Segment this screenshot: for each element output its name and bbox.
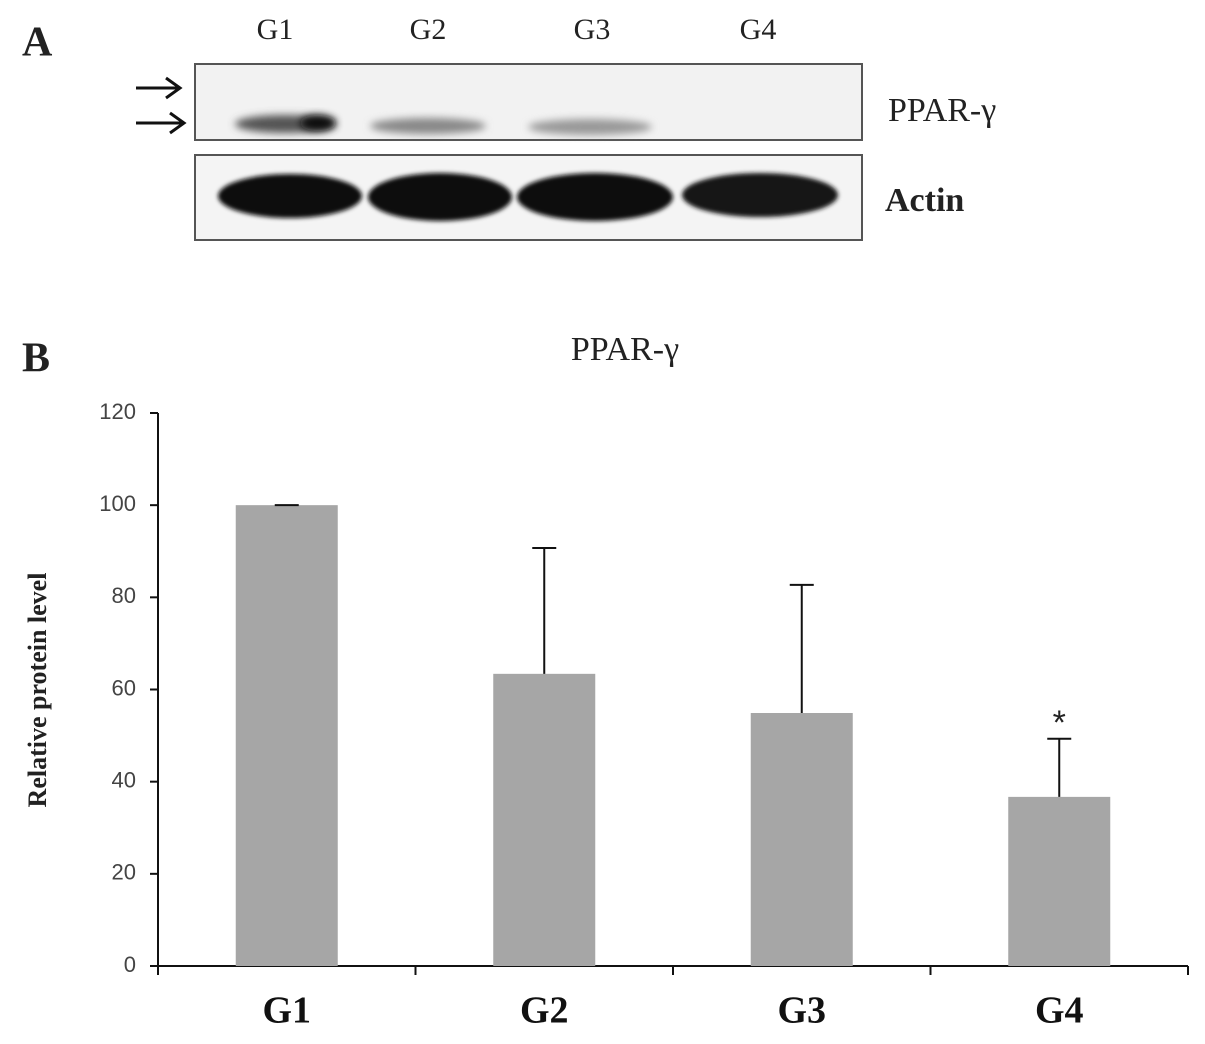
- y-tick-label: 20: [112, 860, 136, 885]
- band-label: PPAR-γ: [888, 92, 996, 129]
- bar: [235, 505, 338, 966]
- lane-label: G1: [257, 13, 294, 46]
- y-tick-label: 40: [112, 767, 136, 792]
- y-tick-label: 0: [124, 952, 136, 977]
- error-bar: [1047, 737, 1072, 797]
- panel-label: B: [22, 336, 50, 382]
- lane-label: G2: [410, 13, 447, 46]
- annotation: *: [1053, 704, 1066, 742]
- x-tick-label: G4: [1035, 990, 1084, 1032]
- x-tick-label: G1: [262, 990, 311, 1032]
- lane-label: G4: [740, 13, 777, 46]
- blot-ppar: [194, 63, 863, 141]
- x-tick-label: G2: [520, 990, 569, 1032]
- panel-label: A: [22, 20, 53, 66]
- band-label: Actin: [885, 182, 964, 219]
- error-bar: [532, 547, 557, 674]
- bar: [493, 673, 596, 966]
- chart-title: PPAR-γ: [571, 331, 679, 368]
- x-tick-label: G3: [777, 990, 826, 1032]
- y-tick-label: 100: [99, 491, 136, 516]
- bar: [1008, 796, 1111, 966]
- lane-label: G3: [574, 13, 611, 46]
- blot-actin: [194, 154, 863, 241]
- y-tick-label: 80: [112, 583, 136, 608]
- error-bar: [789, 583, 814, 714]
- arrows: [136, 76, 187, 135]
- bar: [750, 713, 853, 966]
- y-tick-label: 120: [99, 399, 136, 424]
- y-axis-label: Relative protein level: [23, 573, 52, 808]
- y-tick-label: 60: [112, 675, 136, 700]
